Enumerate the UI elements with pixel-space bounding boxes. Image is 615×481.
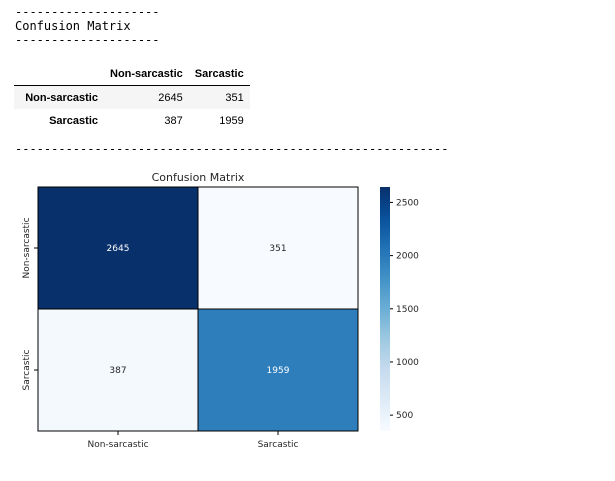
cell-value-label: 2645: [107, 244, 130, 254]
dataframe-row-label: Non-sarcastic: [25, 91, 98, 104]
colorbar-tick-label: 2000: [396, 252, 419, 262]
colorbar-tick-label: 1000: [396, 358, 419, 368]
dataframe-cell: 387: [164, 114, 183, 127]
dataframe-cell: 351: [225, 91, 244, 104]
dataframe-row-label: Sarcastic: [49, 114, 98, 127]
heatmap-cell: [37, 308, 199, 432]
colorbar: [380, 187, 390, 431]
dataframe-row: Non-sarcastic 2645 351: [14, 85, 250, 109]
plot-frame: [37, 186, 359, 432]
dash-line-top: --------------------: [15, 5, 160, 19]
chart-title: Confusion Matrix: [152, 171, 245, 184]
colorbar-tick-label: 1500: [396, 305, 419, 315]
x-tick-label: Non-sarcastic: [87, 440, 148, 450]
y-tick-label: Sarcastic: [22, 350, 32, 391]
confusion-dataframe: Non-sarcastic Sarcastic Non-sarcastic 26…: [14, 62, 250, 132]
output-heading: Confusion Matrix: [15, 19, 131, 33]
dataframe-header-row: Non-sarcastic Sarcastic: [14, 62, 250, 86]
x-tick-label: Sarcastic: [258, 440, 299, 450]
dataframe-index-header: [14, 62, 104, 86]
colorbar-tick-label: 500: [396, 411, 413, 421]
cell-value-label: 387: [109, 366, 126, 376]
heatmap-cell: [37, 186, 199, 310]
heatmap-cell: [197, 186, 359, 310]
dataframe-cell: 2645: [158, 91, 183, 104]
cell-value-label: 351: [269, 244, 286, 254]
colorbar-tick-label: 2500: [396, 198, 419, 208]
dataframe-row: Sarcastic 387 1959: [14, 109, 250, 132]
dataframe-cell: 1959: [219, 114, 244, 127]
confusion-matrix-heatmap: Confusion Matrix 2645 351 387 1959 Non-sarcas…: [22, 171, 419, 450]
dash-line-under-heading: --------------------: [15, 33, 160, 47]
dataframe-col-header: Sarcastic: [188, 62, 250, 86]
dash-line-bottom: ----------------------------------------…: [15, 142, 449, 156]
y-tick-label: Non-sarcastic: [22, 217, 32, 278]
heatmap-cell: [197, 308, 359, 432]
dataframe-col-header: Non-sarcastic: [104, 62, 189, 86]
cell-value-label: 1959: [267, 366, 290, 376]
